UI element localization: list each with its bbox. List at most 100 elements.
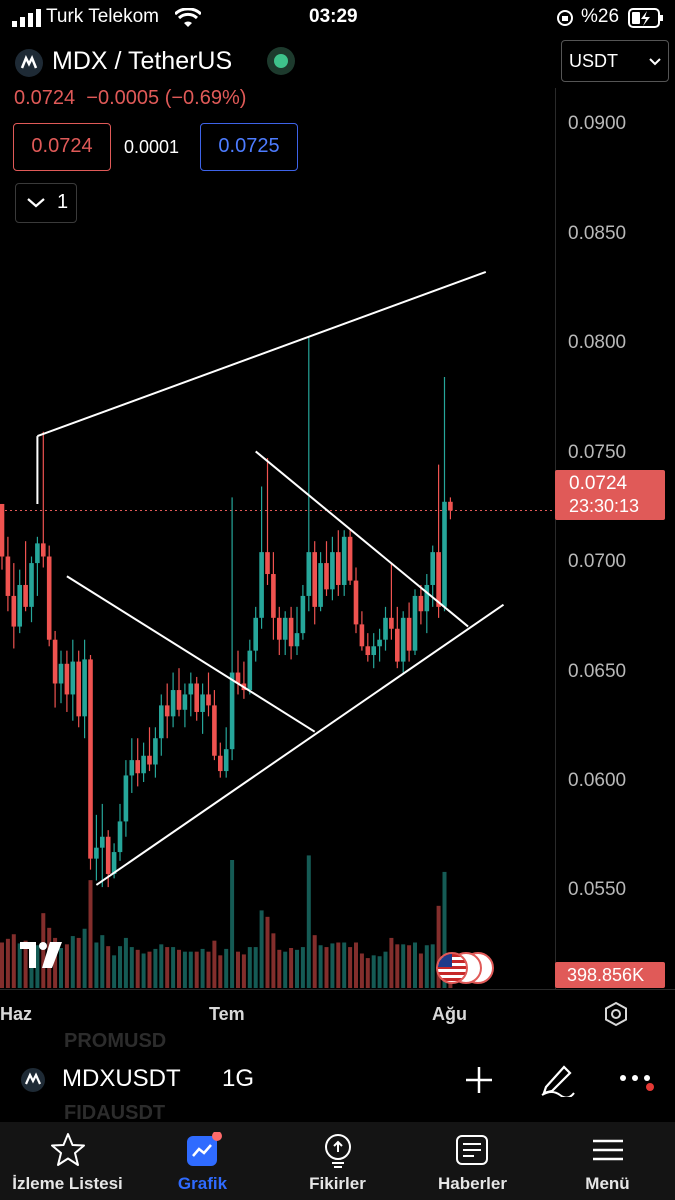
candle-body [52,639,58,684]
bar-countdown: 23:30:13 [569,496,640,516]
y-tick-label: 0.0600 [568,770,627,791]
price-axis[interactable]: 0.0900 0.0850 0.0800 0.0750 0.0700 0.0650 0.06… [556,80,675,990]
x-tick-aug: Ağu [432,1004,467,1024]
volume-bar [182,951,187,988]
candle-body [448,501,453,511]
volume-bar [41,913,46,988]
tab-menu[interactable]: Menü [540,1122,675,1200]
candle-body [336,552,341,585]
volume-bar [442,871,447,988]
mdx-logo-icon [15,49,43,77]
more-options-icon[interactable] [618,1068,658,1094]
chart-settings-icon[interactable] [603,1001,629,1027]
candle-body [117,821,123,853]
volume-bar [35,945,40,988]
candle-body [265,552,270,575]
price-change: −0.0005 (−0.69%) [86,87,247,109]
chart-area[interactable] [0,88,556,990]
candle-body [159,705,164,739]
volume-bar [371,955,376,988]
symbol-title[interactable]: MDX / TetherUS [52,47,233,75]
interval-button[interactable]: 1G [222,1065,255,1092]
candle-body [383,617,388,640]
volume-bar [359,953,364,988]
candle-body [105,836,111,874]
candle-body [188,683,194,695]
tab-ideas[interactable]: Fikirler [270,1122,405,1200]
volume-bar [88,880,93,988]
trend-line [95,603,505,886]
volume-bar [135,949,140,988]
buy-price-button[interactable]: 0.0725 [200,123,298,171]
y-tick-label: 0.0800 [568,332,627,354]
volume-bar [295,949,299,988]
y-tick-label: 0.0750 [568,441,627,463]
volume-bar [129,947,134,988]
volume-bar [236,951,240,988]
candle-body [406,617,412,651]
candle-body [365,646,371,656]
tab-chart[interactable]: Grafik [135,1122,270,1200]
y-tick-label: 0.0850 [568,222,627,244]
volume-bar [324,947,329,988]
tab-menu-label: Menü [585,1174,630,1193]
candle-body [271,574,276,618]
drawing-pen-icon[interactable] [540,1061,576,1097]
us-flag-event-icon[interactable] [436,952,468,984]
volume-bar [342,942,347,988]
volume-bar [118,946,122,988]
candle-body [123,775,129,822]
volume-bar [59,948,63,988]
volume-bar [188,951,193,988]
volume-bar [395,944,400,988]
volume-bar [271,933,276,988]
candle-body [412,595,418,651]
currency-select[interactable]: USDT [561,40,669,82]
candle-body [400,617,406,662]
volume-bar [436,905,441,988]
candle-body [23,584,28,607]
symbol-search-button[interactable]: MDXUSDT [62,1065,181,1092]
price-axis-separator [555,88,556,990]
candle-body [247,650,253,691]
volume-bar [383,951,388,988]
price-chart[interactable] [0,88,556,990]
time-axis-separator [0,989,675,990]
candle-body [0,503,5,557]
y-tick-label: 0.0700 [568,551,627,573]
tab-watchlist[interactable]: İzleme Listesi [0,1122,135,1200]
volume-bar [365,958,370,988]
volume-bar [200,948,205,988]
volume-bar [424,945,429,988]
economic-events-markers[interactable] [434,950,494,984]
volume-bar [224,948,229,988]
volume-bar [247,947,252,988]
volume-bar [241,954,246,988]
status-bar: Turk Telekom 03:29 %26 [0,0,675,36]
candle-body [88,659,93,859]
candle-body [194,683,199,712]
last-price-tag-value: 0.0724 [569,473,628,494]
candle-body [288,617,294,647]
candle-body [111,852,117,874]
candle-body [235,672,241,684]
tab-news[interactable]: Haberler [405,1122,540,1200]
ghost-symbol-below: FIDAUSDT [64,1102,166,1124]
indicators-toggle-button[interactable]: 1 [15,183,77,223]
volume-bar [283,951,288,988]
tradingview-logo-icon [20,942,62,968]
volume-bar [82,928,87,988]
volume-bar [306,855,311,988]
news-icon [455,1135,488,1165]
volume-bar [0,942,4,988]
volume-bar [147,951,152,988]
candle-body [300,595,306,634]
candle-body [359,624,365,647]
volume-bar [430,944,435,988]
candle-body [353,580,359,625]
x-tick-jul: Tem [209,1004,245,1024]
currency-select-value: USDT [569,51,618,71]
candle-body [371,646,376,656]
plus-icon[interactable] [464,1065,494,1095]
sell-price-button[interactable]: 0.0724 [13,123,111,171]
